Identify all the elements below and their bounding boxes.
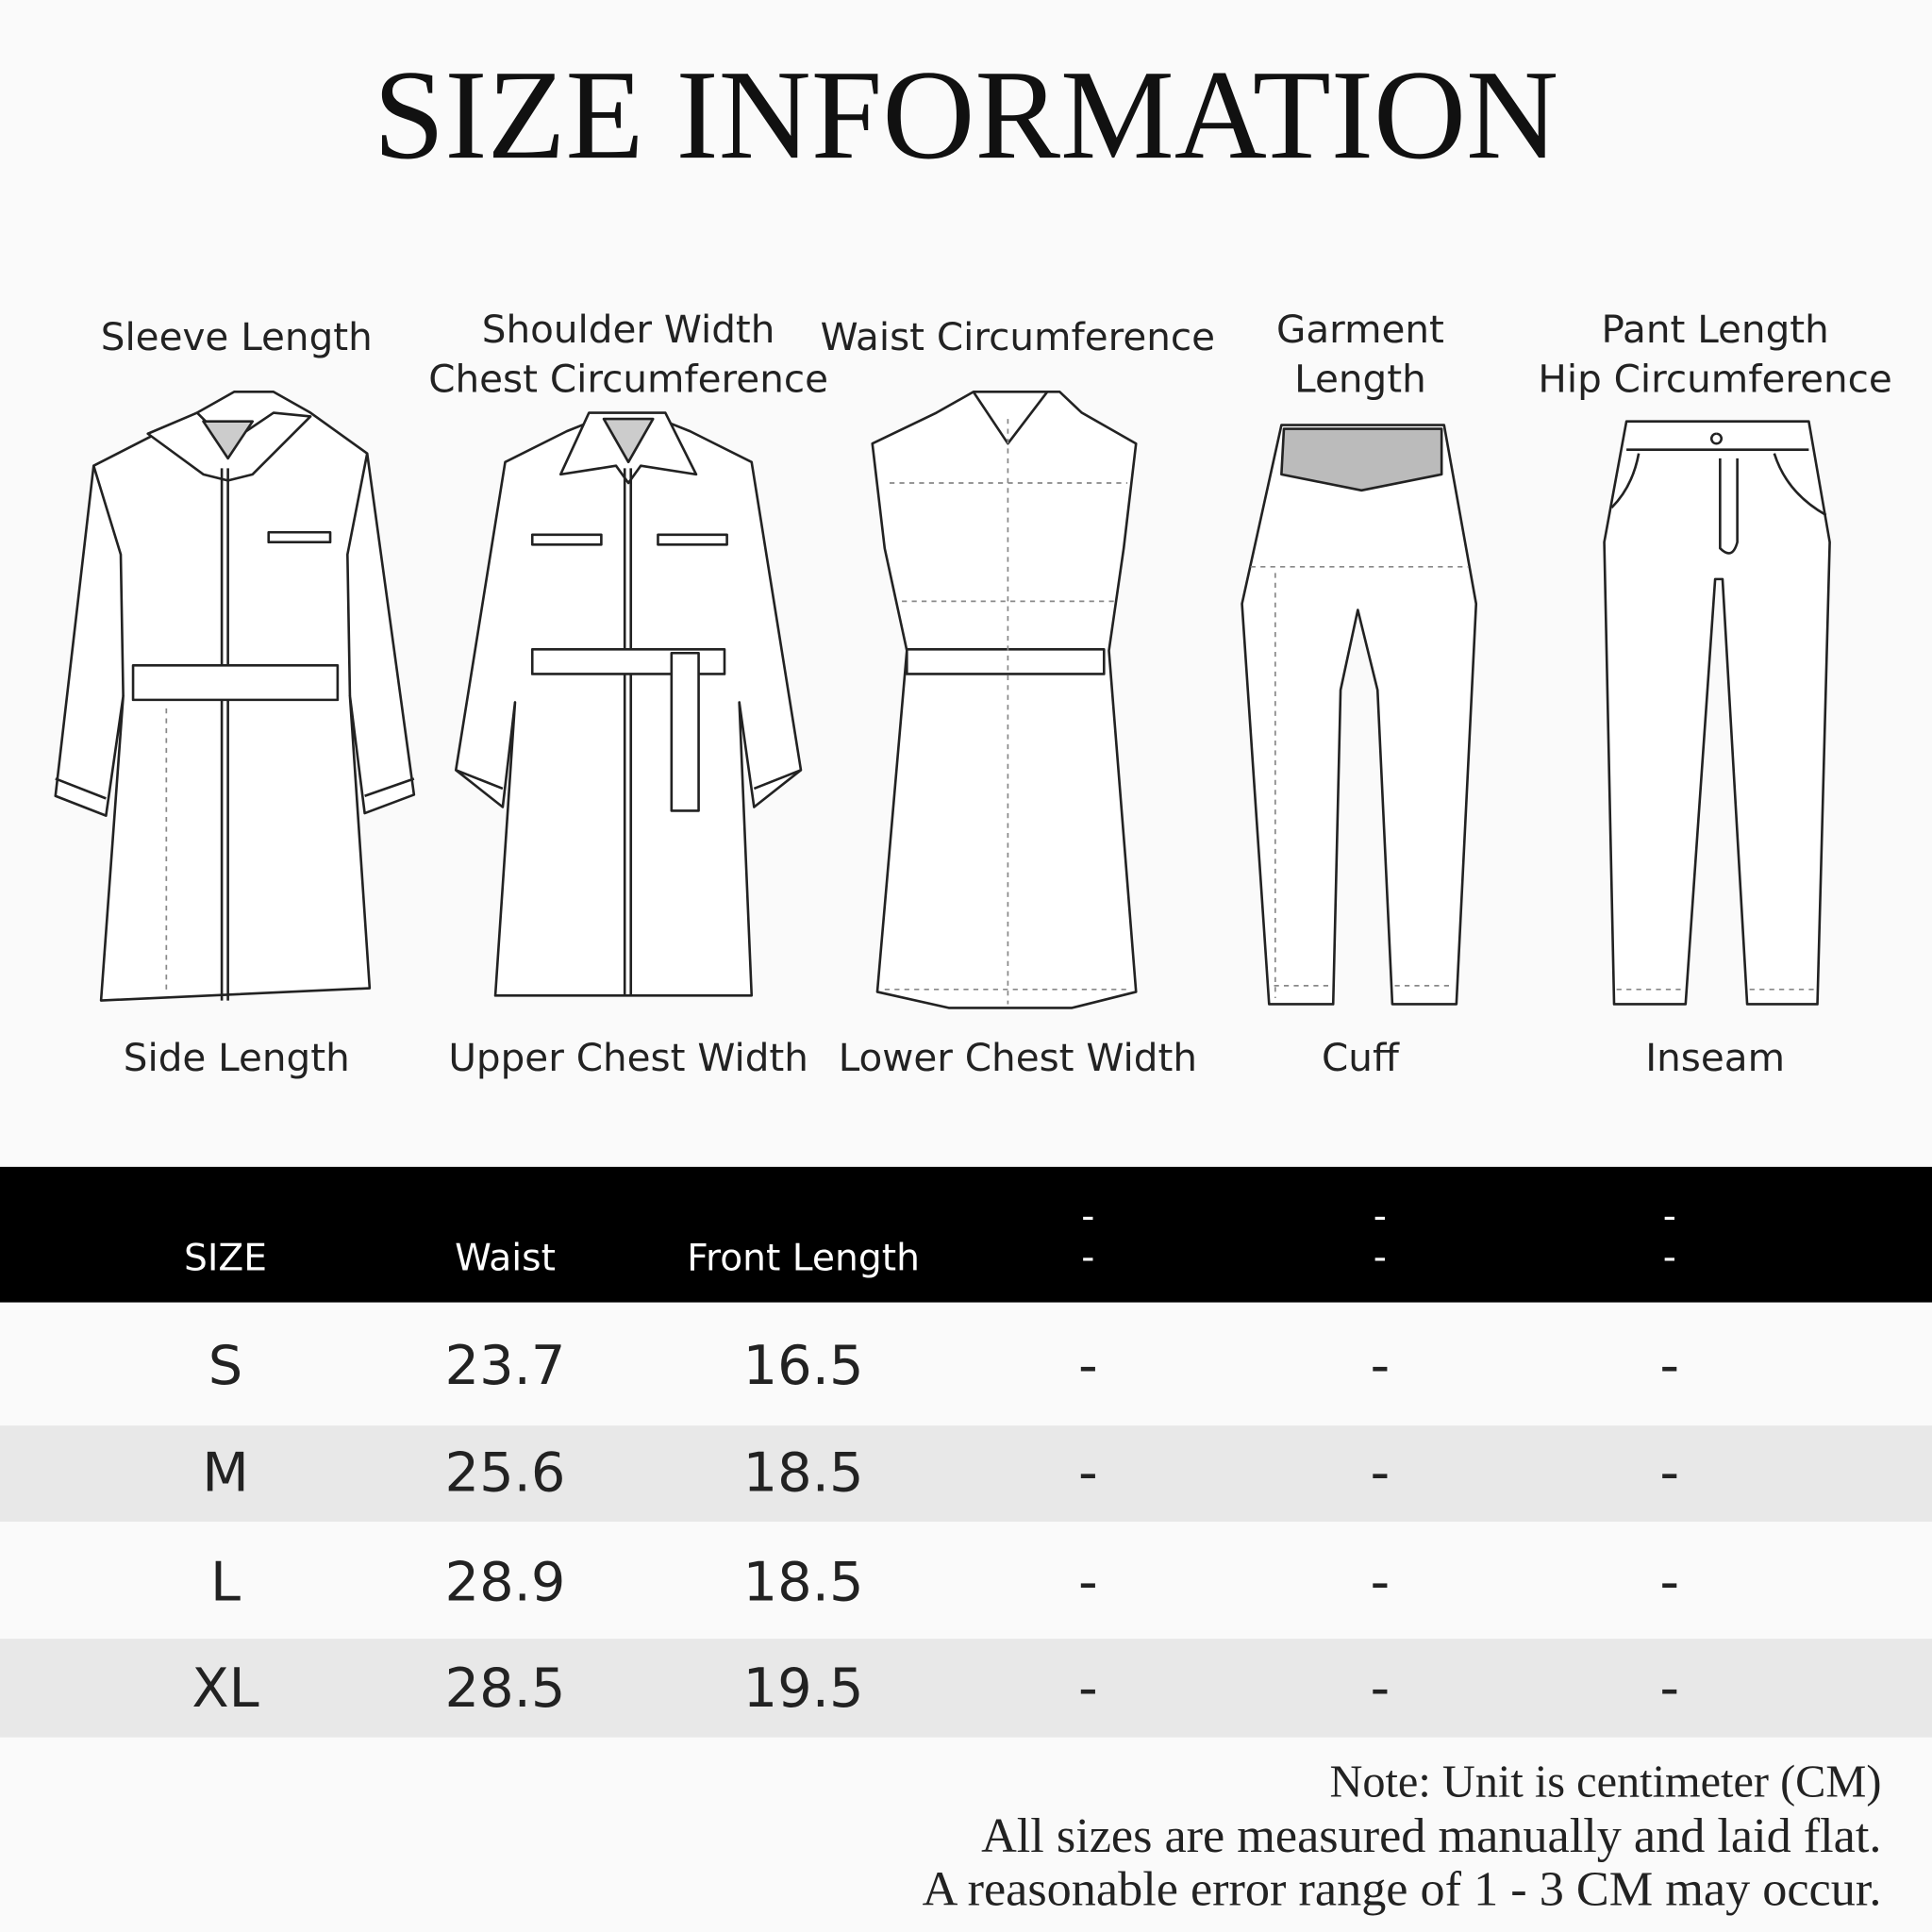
- table-cell: 19.5: [743, 1657, 864, 1720]
- table-cell: -: [1078, 1441, 1098, 1504]
- note: All sizes are measured manually and laid…: [981, 1808, 1881, 1863]
- table-header-band: [0, 1166, 1932, 1303]
- measure-label: Shoulder Width: [482, 307, 775, 352]
- note: Note: Unit is centimeter (CM): [1329, 1757, 1881, 1807]
- note: A reasonable error range of 1 - 3 CM may…: [923, 1861, 1882, 1916]
- measure-label: Pant Length: [1601, 307, 1828, 352]
- header-cell: -: [1374, 1195, 1387, 1238]
- table-cell: XL: [192, 1657, 258, 1720]
- header-cell: SIZE: [184, 1238, 267, 1280]
- header-cell: -: [1081, 1195, 1094, 1238]
- measure-label: Upper Chest Width: [448, 1035, 808, 1080]
- header-cell: Front Length: [687, 1238, 920, 1280]
- table-cell: 23.7: [445, 1334, 566, 1397]
- table-cell: 28.5: [445, 1657, 566, 1720]
- row-band: [0, 1639, 1932, 1738]
- header-cell: -: [1663, 1236, 1676, 1278]
- table-cell: -: [1659, 1657, 1679, 1720]
- table-cell: 16.5: [743, 1334, 864, 1397]
- measure-label: Waist Circumference: [821, 314, 1215, 359]
- row-band: [0, 1425, 1932, 1523]
- table-cell: S: [208, 1334, 242, 1397]
- table-cell: -: [1370, 1441, 1390, 1504]
- shirt-coat-drawing: [454, 411, 803, 997]
- table-cell: -: [1659, 1334, 1679, 1397]
- measure-label: Sleeve Length: [101, 314, 373, 359]
- measure-label: Chest Circumference: [428, 356, 828, 401]
- table-cell: 18.5: [743, 1441, 864, 1504]
- table-cell: 25.6: [445, 1441, 566, 1504]
- leggings-drawing: [1241, 424, 1478, 1006]
- header-cell: -: [1663, 1195, 1676, 1238]
- measure-label: Garment: [1276, 307, 1444, 352]
- table-cell: -: [1078, 1551, 1098, 1614]
- table-cell: M: [202, 1441, 249, 1504]
- table-cell: -: [1370, 1657, 1390, 1720]
- garment-labels: Sleeve Length Side Length Shoulder WidthCh…: [101, 307, 1892, 1080]
- coat-drawing: [54, 391, 416, 1002]
- measure-label: Lower Chest Width: [839, 1035, 1197, 1080]
- table-cell: -: [1370, 1334, 1390, 1397]
- header-cell: Waist: [455, 1238, 556, 1280]
- table-cell: -: [1659, 1551, 1679, 1614]
- measure-label: Cuff: [1322, 1035, 1400, 1080]
- measure-label: Inseam: [1645, 1035, 1785, 1080]
- header-cell: -: [1374, 1236, 1387, 1278]
- table-cell: 18.5: [743, 1551, 864, 1614]
- table-cell: -: [1078, 1657, 1098, 1720]
- table-cell: L: [210, 1551, 241, 1614]
- measure-label: Length: [1294, 356, 1426, 401]
- measure-label: Side Length: [124, 1035, 350, 1080]
- title: SIZE INFORMATION: [374, 44, 1558, 186]
- jeans-drawing: [1603, 420, 1831, 1006]
- table-cell: -: [1078, 1334, 1098, 1397]
- size-table: SIZE Waist Front Length------S 23.7 16.5- - -M…: [184, 1195, 1679, 1720]
- table-cell: -: [1370, 1551, 1390, 1614]
- vest-dress-drawing: [871, 391, 1138, 1009]
- measure-label: Hip Circumference: [1538, 356, 1891, 401]
- header-cell: -: [1081, 1236, 1094, 1278]
- table-cell: 28.9: [445, 1551, 566, 1614]
- table-cell: -: [1659, 1441, 1679, 1504]
